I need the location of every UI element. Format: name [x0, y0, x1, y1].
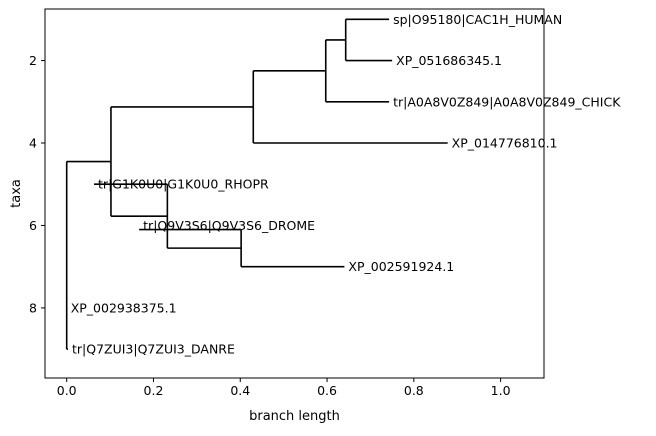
leaf-labels: sp|O95180|CAC1H_HUMAN XP_051686345.1 tr|A0…	[71, 12, 622, 357]
x-tick-label: 0.6	[317, 383, 337, 398]
leaf-label: sp|O95180|CAC1H_HUMAN	[393, 12, 562, 27]
leaf-label: tr|Q7ZUI3|Q7ZUI3_DANRE	[72, 342, 235, 357]
y-tick-label: 4	[29, 135, 37, 150]
leaf-label: tr|G1K0U0|G1K0U0_RHOPR	[98, 177, 269, 192]
y-tick-label: 6	[29, 218, 37, 233]
tree-branches	[65, 18, 448, 350]
y-axis-label: taxa	[9, 179, 24, 208]
leaf-label: XP_014776810.1	[452, 135, 558, 150]
leaf-label: XP_002591924.1	[348, 259, 454, 274]
x-tick-label: 0.8	[404, 383, 424, 398]
x-tick-label: 0.2	[144, 383, 164, 398]
y-tick-label: 2	[29, 53, 37, 68]
y-axis-ticks: 2 4 6 8	[29, 53, 45, 315]
x-axis-label: branch length	[249, 409, 340, 424]
y-tick-label: 8	[29, 300, 37, 315]
x-tick-label: 0.0	[57, 383, 77, 398]
x-axis-ticks: 0.0 0.2 0.4 0.6 0.8 1.0	[57, 378, 511, 398]
x-tick-label: 1.0	[491, 383, 511, 398]
x-tick-label: 0.4	[230, 383, 250, 398]
plot-frame	[44, 8, 545, 379]
leaf-label: tr|A0A8V0Z849|A0A8V0Z849_CHICK	[393, 94, 621, 109]
leaf-label: XP_002938375.1	[71, 300, 177, 315]
leaf-label: XP_051686345.1	[396, 53, 502, 68]
leaf-label: tr|Q9V3S6|Q9V3S6_DROME	[143, 218, 315, 233]
